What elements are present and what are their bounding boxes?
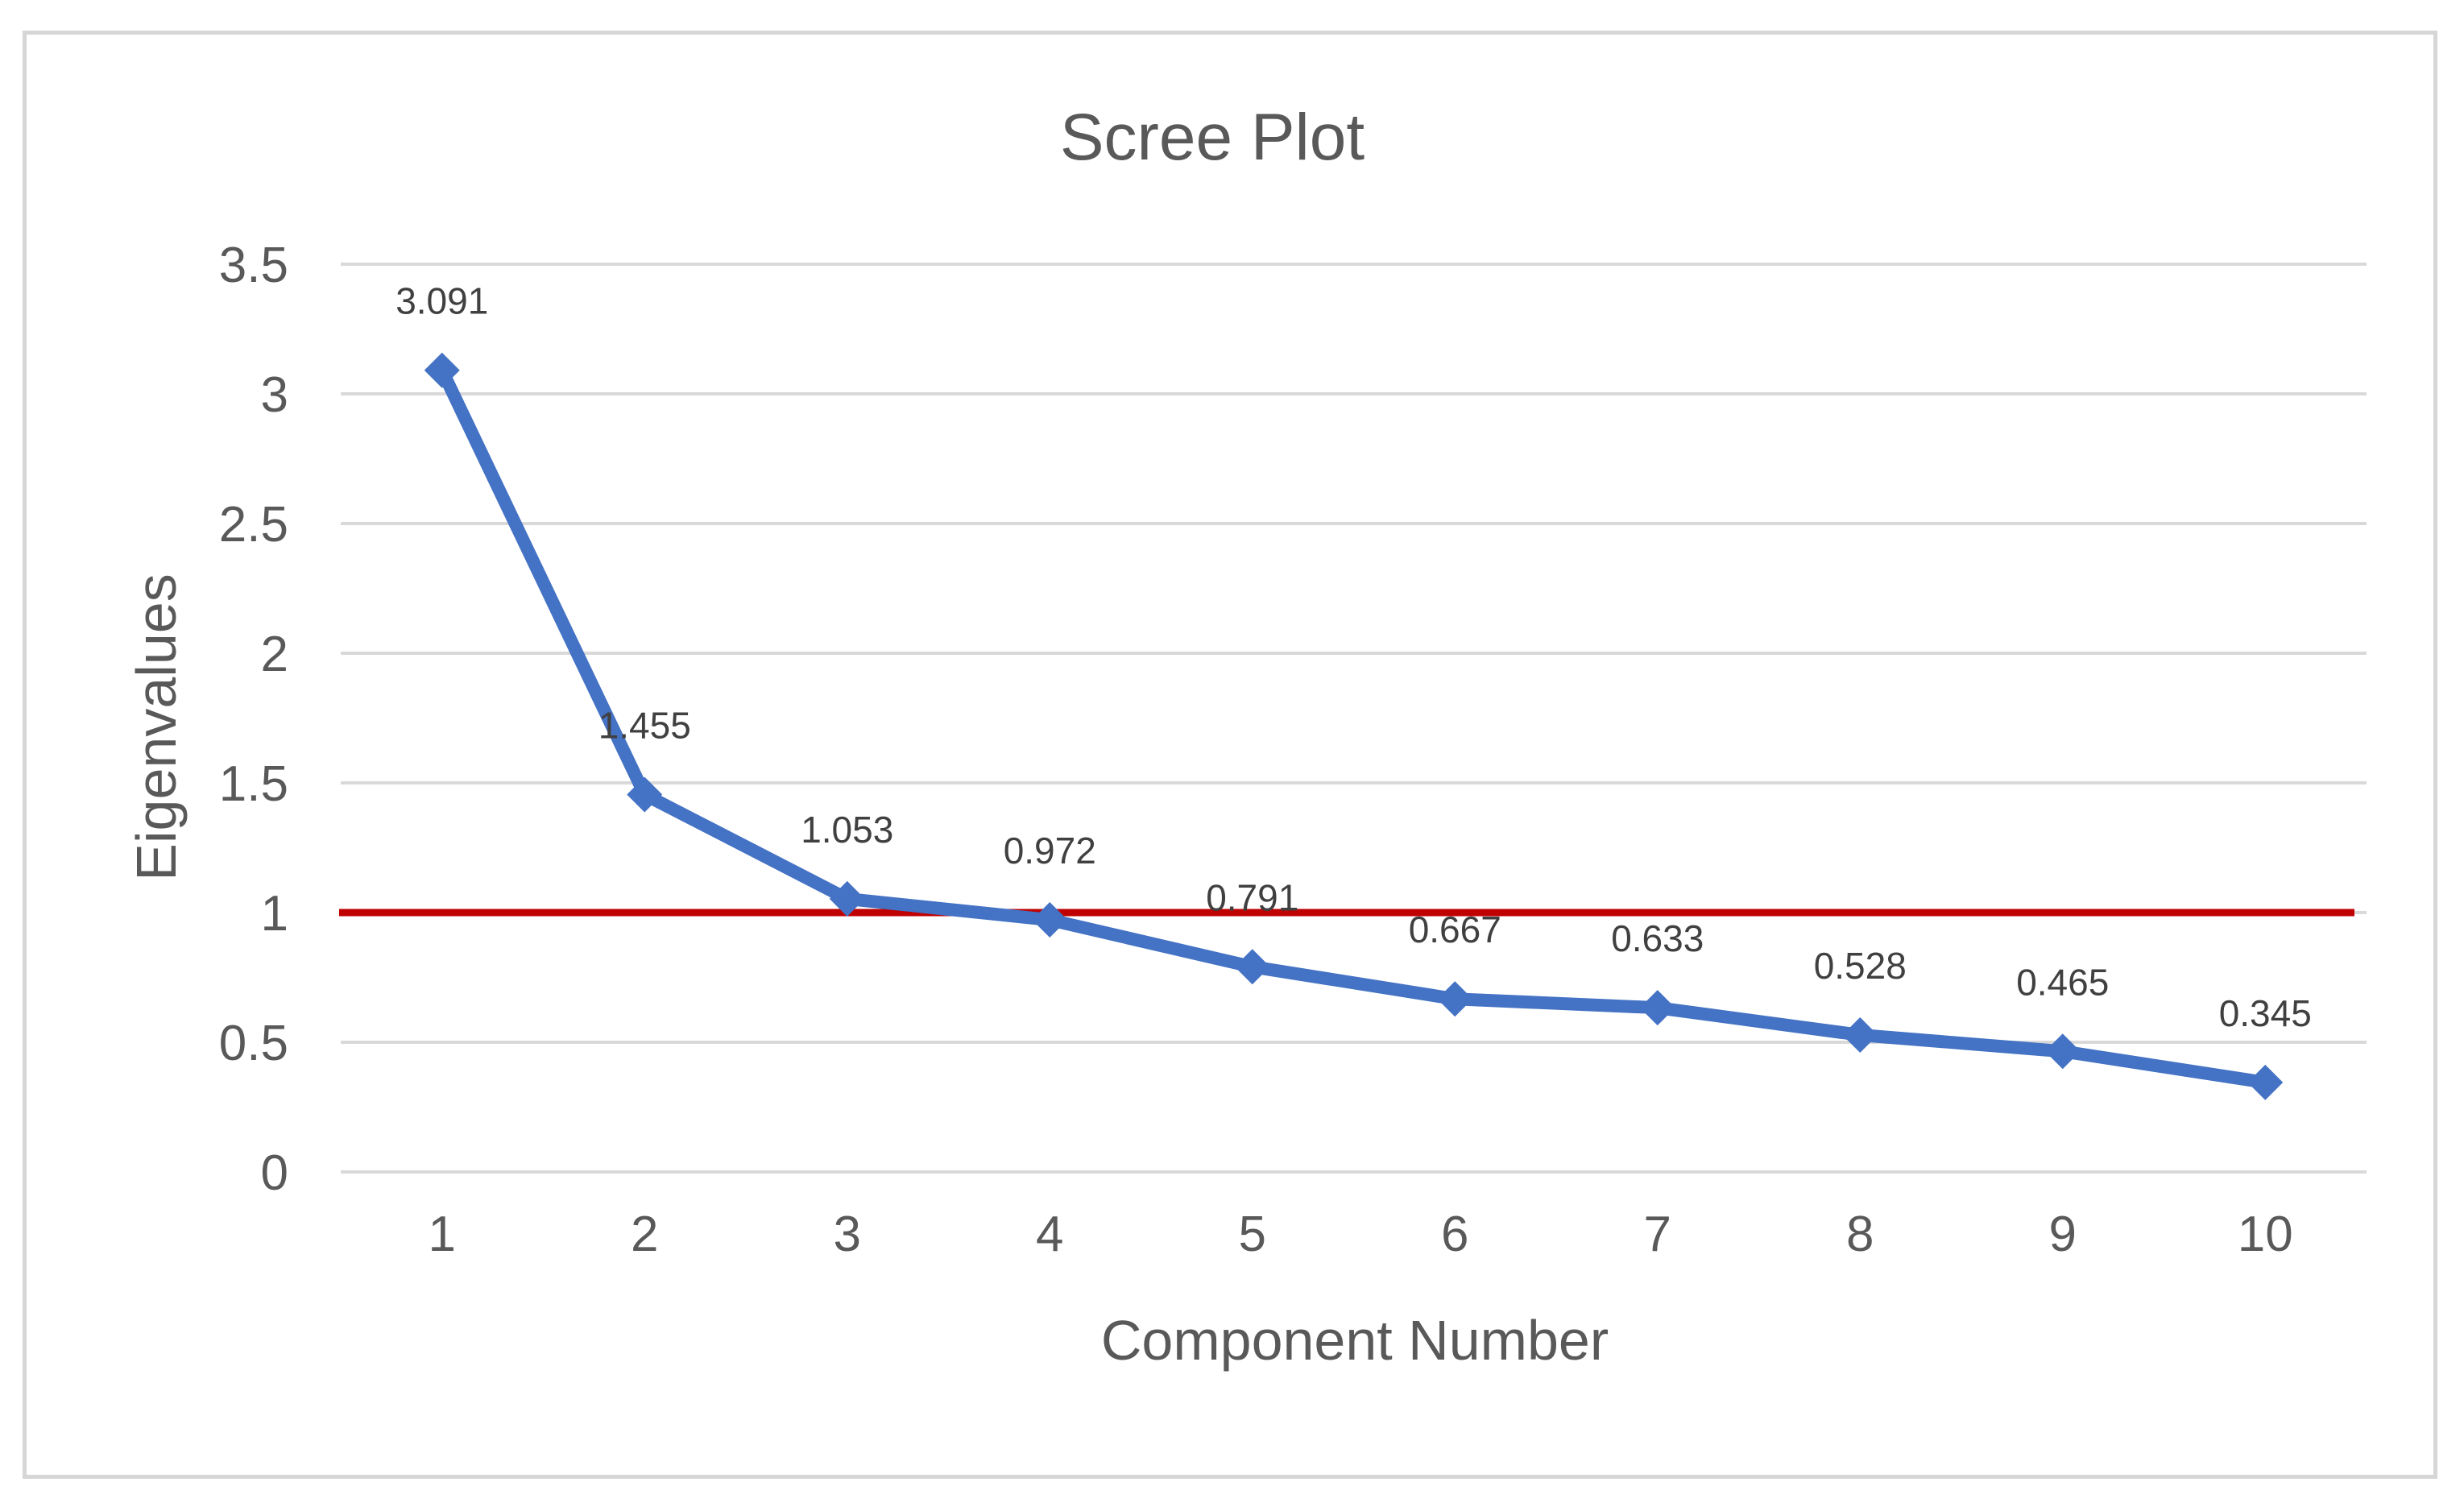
- data-point-marker: [627, 776, 663, 813]
- x-tick-label: 5: [1239, 1207, 1266, 1262]
- data-label: 1.455: [598, 704, 691, 746]
- data-label: 0.528: [1814, 945, 1907, 987]
- x-tick-label: 2: [631, 1207, 658, 1262]
- y-tick-label: 1: [261, 886, 288, 942]
- x-tick-label: 7: [1644, 1207, 1671, 1262]
- y-tick-label: 2: [261, 627, 288, 682]
- x-tick-label: 6: [1441, 1207, 1468, 1262]
- x-tick-label: 1: [429, 1207, 456, 1262]
- data-label: 3.091: [395, 280, 488, 322]
- data-point-marker: [1639, 990, 1675, 1026]
- series-layer: [435, 363, 2272, 1089]
- x-tick-label: 10: [2238, 1207, 2293, 1262]
- y-axis-label: Eigenvalues: [125, 573, 188, 880]
- data-label: 0.465: [2016, 961, 2109, 1003]
- x-tick-label: 8: [1846, 1207, 1874, 1262]
- y-tick-label: 3.5: [219, 238, 288, 293]
- data-label: 0.633: [1611, 917, 1704, 959]
- data-label: 0.667: [1409, 909, 1501, 950]
- data-point-marker: [1437, 981, 1473, 1017]
- data-label: 0.972: [1004, 830, 1096, 871]
- x-tick-labels: 1 2 3 4 5 6 7 8 9 10: [429, 1207, 2293, 1262]
- y-tick-label: 1.5: [219, 756, 288, 812]
- y-tick-label: 3: [261, 367, 288, 423]
- chart-frame: 3.091 1.455 1.053 0.972 0.791 0.667 0.633 0.528…: [23, 31, 2437, 1479]
- data-point-marker: [424, 352, 460, 388]
- chart-title: Scree Plot: [1060, 101, 1365, 174]
- data-point-marker: [2247, 1064, 2284, 1100]
- x-tick-label: 3: [834, 1207, 861, 1262]
- data-label-layer: 3.091 1.455 1.053 0.972 0.791 0.667 0.633 0.528…: [395, 280, 2312, 1034]
- data-point-marker: [1234, 949, 1270, 985]
- series-line: [435, 363, 2272, 1089]
- data-point-marker: [829, 880, 865, 917]
- y-tick-label: 2.5: [219, 497, 288, 553]
- y-tick-label: 0: [261, 1145, 288, 1201]
- x-tick-label: 9: [2049, 1207, 2077, 1262]
- x-axis-label: Component Number: [1101, 1309, 1609, 1372]
- data-point-marker: [2044, 1033, 2081, 1070]
- x-tick-label: 4: [1036, 1207, 1063, 1262]
- data-label: 0.791: [1206, 876, 1298, 918]
- marker-layer: [424, 352, 2284, 1100]
- data-point-marker: [1032, 902, 1068, 938]
- y-tick-label: 0.5: [219, 1016, 288, 1071]
- y-tick-labels: 0 0.5 1 1.5 2 2.5 3 3.5: [219, 238, 288, 1201]
- data-label: 0.345: [2219, 992, 2312, 1034]
- data-point-marker: [1842, 1016, 1878, 1053]
- data-label: 1.053: [801, 809, 893, 851]
